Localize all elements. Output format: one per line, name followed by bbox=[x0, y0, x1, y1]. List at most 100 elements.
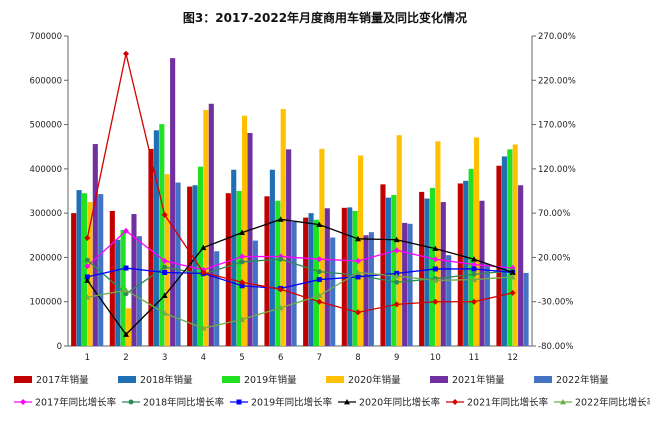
bar bbox=[286, 149, 292, 346]
x-tick-label: 6 bbox=[278, 353, 283, 363]
line-point bbox=[162, 264, 168, 270]
line-point bbox=[432, 298, 439, 305]
bar bbox=[164, 174, 170, 346]
line-point bbox=[432, 256, 439, 263]
bar bbox=[87, 202, 93, 346]
bar bbox=[363, 235, 369, 346]
bar bbox=[280, 109, 286, 346]
bar bbox=[435, 141, 441, 346]
legend-marker bbox=[236, 399, 242, 405]
line-point bbox=[278, 256, 284, 262]
line-point bbox=[432, 266, 438, 272]
bar bbox=[136, 236, 142, 346]
line-point bbox=[123, 287, 129, 293]
x-tick-label: 8 bbox=[355, 353, 360, 363]
line-point bbox=[200, 244, 207, 251]
bar bbox=[291, 222, 297, 346]
x-tick-label: 12 bbox=[507, 353, 518, 363]
series-line bbox=[87, 267, 513, 290]
bar bbox=[324, 208, 330, 346]
line-point bbox=[509, 269, 516, 275]
line-point bbox=[393, 236, 400, 243]
line-point bbox=[471, 256, 477, 262]
bar bbox=[252, 240, 258, 346]
chart-title: 图3：2017-2022年月度商用车销量及同比变化情况 bbox=[183, 10, 467, 25]
bar bbox=[214, 251, 220, 346]
plot-area: 0 100000 200000 300000 400000 500000 600000 700… bbox=[30, 32, 576, 363]
bar bbox=[474, 137, 480, 346]
line-point bbox=[316, 221, 323, 228]
bar bbox=[275, 200, 281, 346]
line-point bbox=[239, 283, 245, 289]
bar bbox=[303, 217, 309, 346]
bar bbox=[308, 213, 314, 346]
y-tick-label: 0 bbox=[57, 342, 62, 352]
line-point bbox=[394, 279, 400, 285]
legend-label: 2021年同比增长率 bbox=[467, 397, 549, 409]
legend-label: 2020年同比增长率 bbox=[359, 397, 441, 409]
bar bbox=[385, 197, 391, 346]
y-tick-label: 100000 bbox=[30, 298, 62, 308]
legend-marker bbox=[560, 399, 566, 405]
legend-marker bbox=[344, 399, 350, 405]
line-point bbox=[239, 259, 245, 265]
series-line bbox=[87, 271, 513, 329]
y2-tick-label: 170.00% bbox=[538, 121, 576, 131]
bar bbox=[402, 222, 408, 346]
legend-swatch bbox=[14, 376, 32, 383]
bar bbox=[131, 214, 137, 346]
bar bbox=[368, 232, 374, 346]
bar bbox=[242, 115, 248, 346]
line-point bbox=[316, 277, 322, 283]
line-point bbox=[355, 257, 361, 264]
line-point bbox=[277, 286, 284, 293]
line-point bbox=[316, 269, 322, 275]
bar bbox=[341, 207, 347, 346]
y-tick-label: 400000 bbox=[30, 165, 62, 175]
legend-label: 2021年销量 bbox=[452, 374, 505, 386]
line-point bbox=[161, 310, 168, 316]
line-point bbox=[355, 269, 361, 275]
line-point bbox=[509, 289, 516, 296]
x-tick-label: 2 bbox=[123, 353, 128, 363]
bar bbox=[247, 132, 253, 346]
y2-tick-label: -30.00% bbox=[538, 298, 573, 308]
y-tick-label: 600000 bbox=[30, 76, 62, 86]
line-point bbox=[393, 273, 400, 279]
line-point bbox=[161, 211, 168, 218]
x-tick-label: 3 bbox=[162, 353, 167, 363]
bar bbox=[319, 148, 325, 346]
bar bbox=[468, 168, 474, 346]
line-point bbox=[316, 256, 323, 263]
legend: 2017年销量 2018年销量 2019年销量 2020年销量 2021年销量 2022年… bbox=[14, 374, 650, 409]
bar bbox=[419, 191, 425, 346]
line-point bbox=[84, 263, 91, 270]
bar bbox=[457, 183, 463, 346]
bar bbox=[391, 194, 397, 346]
bar bbox=[358, 155, 364, 346]
legend-swatch bbox=[326, 376, 344, 383]
bar bbox=[126, 308, 132, 346]
line-point bbox=[277, 216, 284, 222]
x-tick-label: 7 bbox=[317, 353, 322, 363]
line-point bbox=[161, 257, 168, 264]
line-point bbox=[471, 298, 477, 305]
bar bbox=[407, 223, 413, 346]
legend-label: 2019年同比增长率 bbox=[251, 397, 333, 409]
line-point bbox=[509, 273, 516, 280]
line-point bbox=[84, 234, 91, 241]
line-point bbox=[161, 292, 168, 298]
line-point bbox=[355, 309, 361, 316]
line-point bbox=[355, 274, 361, 280]
x-tick-label: 4 bbox=[201, 353, 206, 363]
x-tick-label: 11 bbox=[469, 353, 480, 363]
y-tick-label: 300000 bbox=[30, 209, 62, 219]
legend-label: 2018年销量 bbox=[140, 374, 193, 386]
bar bbox=[81, 193, 88, 346]
legend-label: 2019年销量 bbox=[244, 374, 297, 386]
bar bbox=[120, 229, 126, 346]
line-point bbox=[355, 235, 361, 242]
line-point bbox=[471, 261, 477, 268]
line-point bbox=[432, 245, 439, 251]
